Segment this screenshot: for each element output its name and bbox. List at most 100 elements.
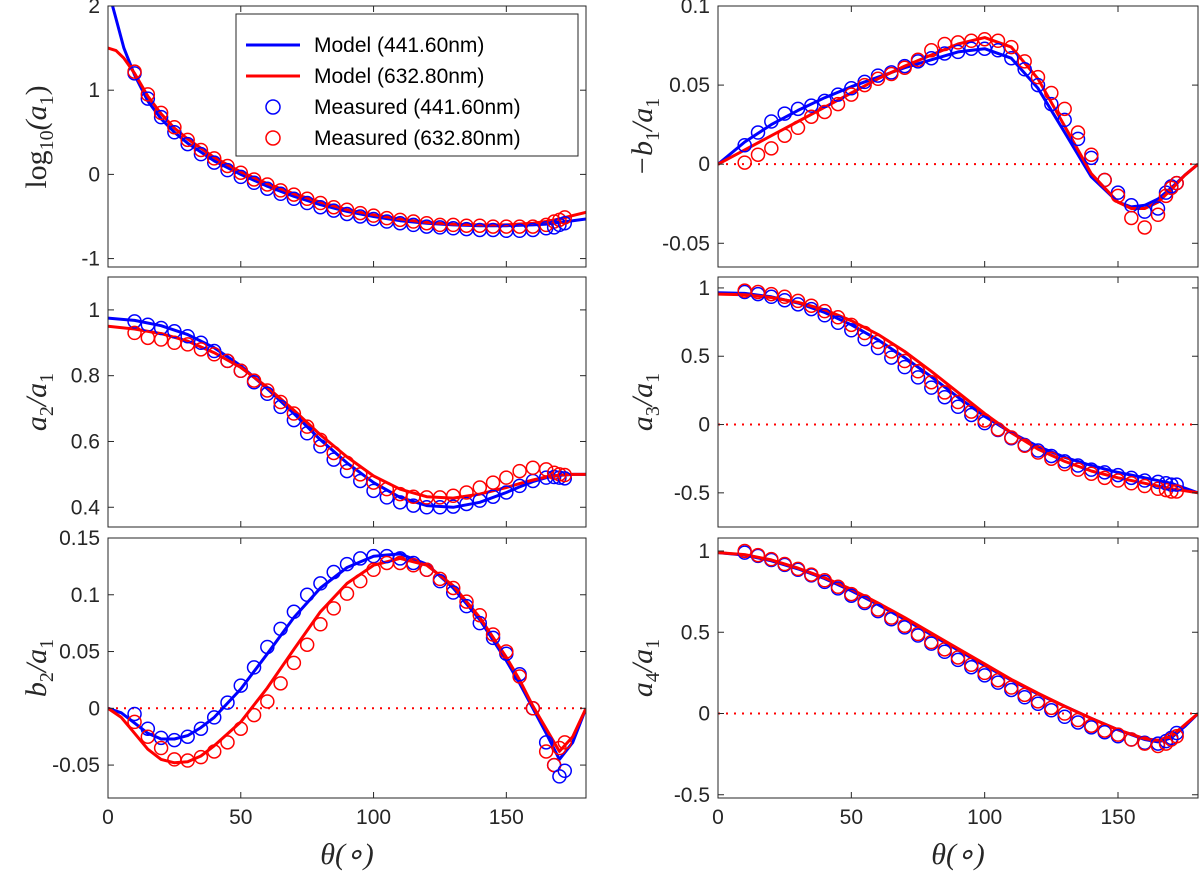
measured-point-632: [1097, 470, 1112, 486]
measured-point-632: [1004, 680, 1019, 695]
axes-box: [107, 537, 587, 799]
measured-point-632: [339, 202, 355, 217]
measured-point-632: [870, 71, 886, 87]
measured-point-441: [737, 137, 752, 153]
measured-point-632: [140, 87, 156, 102]
measured-point-441: [167, 732, 182, 748]
measured-point-441: [990, 43, 1006, 58]
measured-point-632: [830, 579, 846, 594]
measured-point-632: [299, 191, 315, 207]
measured-point-632: [844, 586, 859, 602]
measured-point-632: [830, 96, 846, 112]
measured-point-632: [419, 562, 434, 578]
measured-point-632: [127, 325, 142, 341]
measured-point-632: [1030, 694, 1046, 709]
measured-point-441: [260, 639, 275, 655]
measured-point-632: [206, 151, 222, 166]
measured-point-632: [884, 610, 899, 625]
plot-content: [718, 31, 1198, 235]
measured-point-632: [977, 665, 992, 681]
measured-point-632: [379, 481, 395, 497]
measured-point-632: [525, 701, 541, 716]
measured-point-441: [790, 101, 806, 117]
measured-point-632: [1097, 723, 1112, 738]
measured-point-632: [299, 637, 315, 652]
measured-point-632: [1164, 180, 1179, 196]
measured-point-441: [538, 735, 554, 750]
measured-point-441: [1110, 467, 1126, 483]
plot-area: [718, 538, 1198, 798]
measured-point-441: [937, 389, 952, 405]
measured-point-441: [485, 630, 501, 646]
measured-point-441: [392, 495, 408, 510]
measured-point-441: [884, 350, 899, 365]
measured-point-632: [1017, 438, 1032, 453]
measured-point-441: [206, 155, 222, 170]
measured-point-441: [1158, 476, 1174, 491]
measured-point-632: [857, 325, 872, 341]
measured-point-632: [299, 419, 315, 434]
panel-b2-over-a1: 0 50 100 150 -0.05 0 0.05 0.1 0.15 b2/a1: [20, 527, 587, 829]
measured-point-632: [472, 480, 488, 495]
measured-point-441: [273, 621, 288, 637]
y-axis-label: a4/a1: [626, 639, 664, 697]
measured-point-632: [459, 485, 474, 500]
y-tick-label: -0.5: [674, 482, 710, 505]
plot-area: [718, 277, 1198, 527]
measured-point-441: [180, 136, 195, 152]
measured-point-441: [313, 576, 328, 591]
measured-point-441: [445, 585, 461, 600]
measured-point-632: [977, 413, 992, 428]
plot-content: [718, 543, 1198, 754]
y-tick-label: 0.5: [681, 345, 710, 368]
legend-label-measured-441: Measured (441.60nm): [314, 96, 521, 119]
legend-label-measured-632: Measured (632.80nm): [314, 127, 521, 150]
y-tick-label: 0.8: [71, 365, 100, 388]
panel-a2-over-a1: 0.4 0.6 0.8 1 a2/a1: [20, 276, 587, 528]
y-tick-label: 0: [698, 153, 710, 176]
x-axis-label-right: θ(∘): [931, 838, 985, 871]
measured-point-441: [127, 706, 142, 722]
y-tick-label: 1: [88, 299, 100, 322]
measured-point-632: [990, 672, 1006, 688]
measured-point-632: [964, 404, 979, 419]
measured-point-441: [180, 729, 195, 744]
y-tick-label: 0.1: [71, 584, 100, 607]
y-tick-label: 0: [698, 703, 710, 726]
measured-point-441: [246, 660, 262, 675]
y-tick-label: 0.05: [669, 74, 710, 97]
measured-point-441: [1169, 725, 1184, 741]
measured-point-632: [1004, 430, 1019, 445]
measured-point-632: [844, 87, 859, 102]
measured-point-441: [764, 114, 779, 129]
measured-point-441: [777, 106, 792, 121]
measured-point-441: [485, 489, 501, 504]
measured-point-441: [392, 551, 408, 566]
plot-content: [718, 283, 1198, 499]
measured-point-632: [153, 105, 169, 121]
measured-point-632: [870, 334, 886, 350]
measured-point-632: [459, 594, 474, 609]
y-tick-label: -0.05: [662, 232, 710, 255]
measured-point-632: [366, 475, 381, 490]
measured-point-441: [167, 125, 182, 140]
measured-point-632: [910, 626, 926, 642]
measured-point-632: [1124, 732, 1139, 747]
measured-point-632: [764, 141, 779, 156]
measured-point-441: [326, 452, 341, 467]
measured-point-632: [1169, 729, 1184, 744]
measured-point-632: [445, 488, 461, 503]
legend-box: [235, 13, 579, 157]
measured-point-632: [804, 298, 819, 313]
measured-point-441: [1070, 131, 1086, 147]
measured-point-632: [273, 394, 288, 410]
measured-point-632: [472, 607, 488, 623]
measured-point-632: [1110, 473, 1126, 488]
measured-point-441: [870, 340, 886, 356]
x-axis-label-left: θ(∘): [320, 838, 374, 871]
measured-point-441: [1169, 477, 1184, 492]
measured-point-441: [897, 359, 912, 375]
measured-point-441: [1057, 709, 1072, 724]
x-tick-label: 0: [712, 806, 724, 829]
legend: Model (441.60nm) Model (632.80nm) Measur…: [235, 13, 579, 157]
